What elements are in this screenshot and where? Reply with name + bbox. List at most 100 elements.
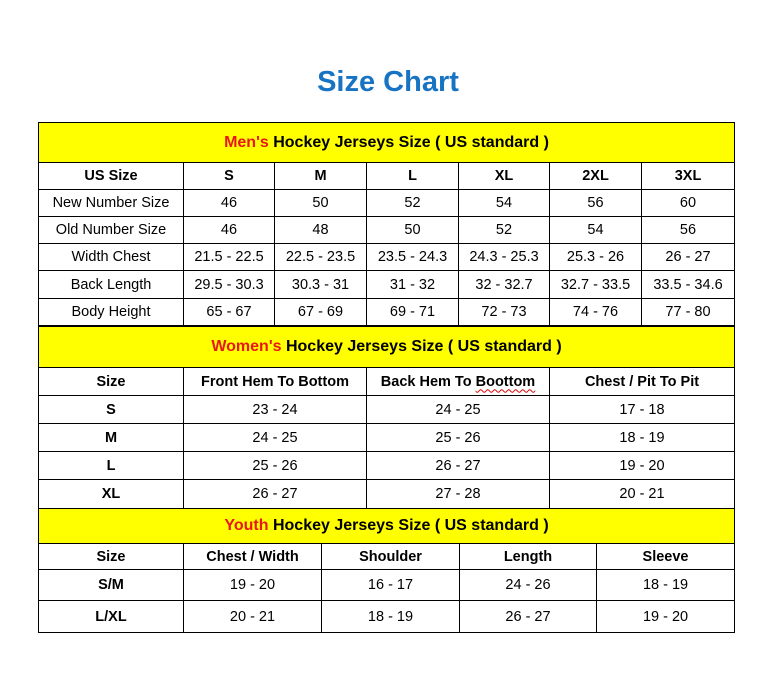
table-cell: 22.5 - 23.5 [274,243,367,271]
women-heading-accent: Women's [211,338,282,355]
table-row: L 25 - 26 26 - 27 19 - 20 [38,451,735,480]
youth-heading: Youth Hockey Jerseys Size ( US standard … [37,508,736,544]
youth-heading-accent: Youth [224,517,269,534]
column-header-label: Size [96,548,126,565]
column-header-label: Length [503,548,553,565]
women-heading: Women's Hockey Jerseys Size ( US standar… [38,326,735,368]
table-cell: 16 - 17 [321,569,460,601]
men-heading-row: Men's Hockey Jerseys Size ( US standard … [38,122,735,163]
column-header-label: XL [494,168,514,184]
column-header: Length [459,543,597,570]
table-row: New Number Size 46 50 52 54 56 60 [38,189,735,217]
table-cell: 72 - 73 [458,298,550,326]
youth-heading-text: Hockey Jerseys Size ( US standard ) [268,517,549,534]
row-label: Old Number Size [38,216,184,244]
table-cell: 26 - 27 [459,600,597,633]
men-size-table: Men's Hockey Jerseys Size ( US standard … [38,122,735,326]
table-cell: 19 - 20 [595,600,736,633]
row-label: XL [38,479,184,509]
table-cell: 20 - 21 [183,600,322,633]
column-header: Chest / Pit To Pit [549,367,735,396]
column-header-label-part: Back Hem To [380,373,476,390]
column-header: M [274,162,367,190]
column-header: S [183,162,275,190]
table-row: XL 26 - 27 27 - 28 20 - 21 [38,479,735,509]
table-cell: 32.7 - 33.5 [549,270,642,299]
table-cell: 52 [458,216,550,244]
table-cell: 54 [458,189,550,217]
table-cell: 29.5 - 30.3 [183,270,275,299]
column-header-label: Chest / Pit To Pit [584,373,700,390]
table-cell: 32 - 32.7 [458,270,550,299]
column-header-label: 3XL [674,168,702,184]
table-cell: 52 [366,189,459,217]
table-cell: 25.3 - 26 [549,243,642,271]
table-cell: 17 - 18 [549,395,735,424]
column-header: Back Hem To Boottom [366,367,550,396]
men-heading-text: Hockey Jerseys Size ( US standard ) [268,133,549,151]
column-header: Chest / Width [183,543,322,570]
spellcheck-word: Boottom [475,373,536,390]
table-cell: 56 [641,216,735,244]
column-header-label: US Size [84,168,138,184]
table-cell: 18 - 19 [549,423,735,452]
table-row: S 23 - 24 24 - 25 17 - 18 [38,395,735,424]
column-header: Front Hem To Bottom [183,367,367,396]
column-header: XL [458,162,550,190]
column-header-label: Shoulder [359,548,422,565]
column-header: 3XL [641,162,735,190]
table-cell: 50 [274,189,367,217]
table-cell: 33.5 - 34.6 [641,270,735,299]
column-header: US Size [38,162,184,190]
table-cell: 23.5 - 24.3 [366,243,459,271]
table-cell: 24 - 26 [459,569,597,601]
table-cell: 54 [549,216,642,244]
table-cell: 26 - 27 [366,451,550,480]
table-cell: 18 - 19 [321,600,460,633]
column-header: L [366,162,459,190]
table-cell: 74 - 76 [549,298,642,326]
men-header-row: US Size S M L XL 2XL 3XL [38,162,735,190]
table-row: L/XL 20 - 21 18 - 19 26 - 27 19 - 20 [38,600,736,633]
table-row: S/M 19 - 20 16 - 17 24 - 26 18 - 19 [38,569,736,601]
table-cell: 67 - 69 [274,298,367,326]
row-label: L/XL [38,600,184,633]
youth-size-table: Youth Hockey Jerseys Size ( US standard … [37,508,736,633]
men-heading: Men's Hockey Jerseys Size ( US standard … [38,122,735,163]
table-cell: 23 - 24 [183,395,367,424]
women-header-row: Size Front Hem To Bottom Back Hem To Boott… [38,367,735,396]
column-header-label: 2XL [582,168,609,184]
youth-header-row: Size Chest / Width Shoulder Length Sleeve [38,543,736,570]
table-cell: 46 [183,189,275,217]
women-heading-row: Women's Hockey Jerseys Size ( US standar… [38,326,735,368]
column-header-label: Sleeve [642,548,689,565]
table-cell: 48 [274,216,367,244]
column-header: 2XL [549,162,642,190]
column-header-label: Chest / Width [206,548,299,565]
page-title: Size Chart [317,66,459,98]
column-header: Size [38,367,184,396]
table-cell: 26 - 27 [641,243,735,271]
table-cell: 50 [366,216,459,244]
table-cell: 20 - 21 [549,479,735,509]
table-row: M 24 - 25 25 - 26 18 - 19 [38,423,735,452]
row-label: S/M [38,569,184,601]
row-label: Back Length [38,270,184,299]
table-row: Width Chest 21.5 - 22.5 22.5 - 23.5 23.5 - … [38,243,735,271]
women-heading-text: Hockey Jerseys Size ( US standard ) [281,338,562,355]
table-cell: 19 - 20 [549,451,735,480]
table-cell: 25 - 26 [366,423,550,452]
row-label: M [38,423,184,452]
table-cell: 27 - 28 [366,479,550,509]
column-header: Shoulder [321,543,460,570]
column-header-label: M [314,168,327,184]
row-label: Body Height [38,298,184,326]
column-header-label: Size [96,373,126,390]
table-cell: 25 - 26 [183,451,367,480]
column-header: Size [38,543,184,570]
table-cell: 69 - 71 [366,298,459,326]
table-cell: 31 - 32 [366,270,459,299]
men-heading-accent: Men's [224,133,269,151]
table-cell: 60 [641,189,735,217]
women-size-table: Women's Hockey Jerseys Size ( US standar… [38,326,735,509]
